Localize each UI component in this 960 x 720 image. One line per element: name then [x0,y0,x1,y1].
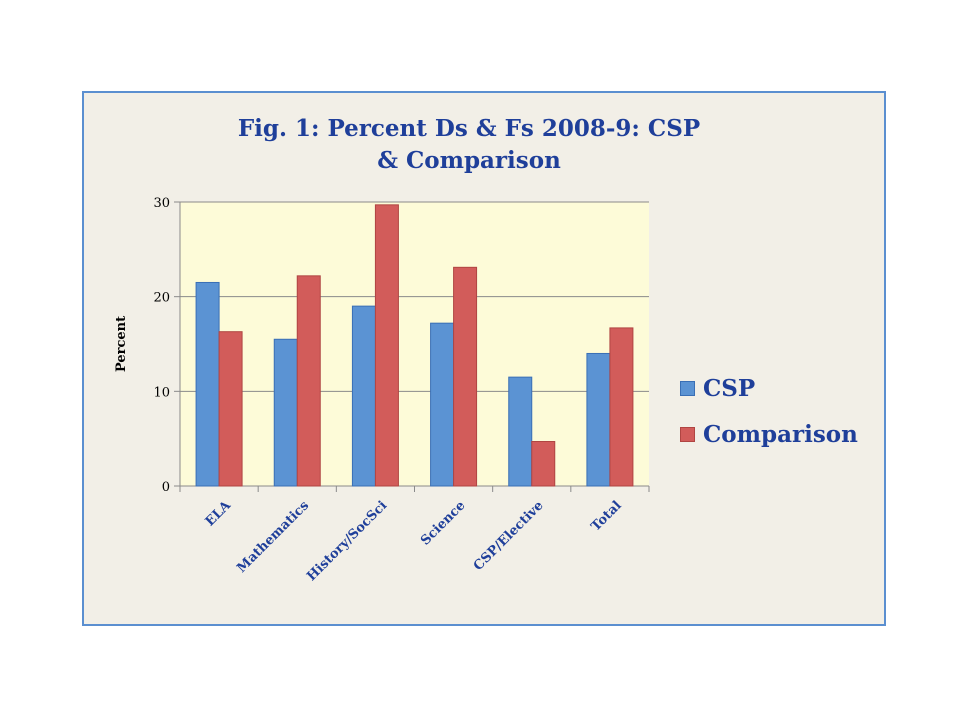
x-category-label: Science [418,498,468,548]
x-category-label: Mathematics [234,498,312,576]
bar-csp-history-socsci [351,305,376,487]
bar-comparison-mathematics [296,275,321,487]
y-tick-label: 30 [153,196,170,211]
x-category-label: CSP/Elective [471,498,547,574]
bar-comparison-ela [218,331,243,487]
y-tick-label: 10 [153,385,170,400]
legend-item: CSP [680,365,858,411]
bar-csp-ela [195,281,220,487]
chart-title: Fig. 1: Percent Ds & Fs 2008-9: CSP & Co… [237,115,701,174]
x-category-label: ELA [203,498,235,530]
plot-area: 0 10 20 30 Percent ELA MathematicsHistory/SocS… [114,196,650,584]
y-tick-label: 0 [162,480,170,495]
bar-comparison-history-socsci [374,204,399,487]
legend-item: Comparison [680,411,858,457]
legend-swatch [680,380,695,396]
legend-swatch [680,426,695,442]
bar-comparison-science [453,266,478,487]
y-tick-label: 20 [153,291,170,306]
x-category-label: Total [589,498,625,534]
bar-comparison-total [609,327,634,487]
bar-csp-csp-elective [508,376,533,487]
y-axis-label: Percent [114,316,129,372]
legend: CSP Comparison [680,365,858,457]
bar-csp-total [586,352,611,487]
chart-frame: Fig. 1: Percent Ds & Fs 2008-9: CSP & Co… [82,91,886,626]
plot-background [180,202,649,486]
legend-label: Comparison [703,420,858,448]
legend-label: CSP [703,374,756,402]
bar-comparison-csp-elective [531,441,556,487]
bar-csp-science [430,322,455,487]
bar-csp-mathematics [273,338,298,487]
x-category-label: History/SocSci [304,498,390,584]
